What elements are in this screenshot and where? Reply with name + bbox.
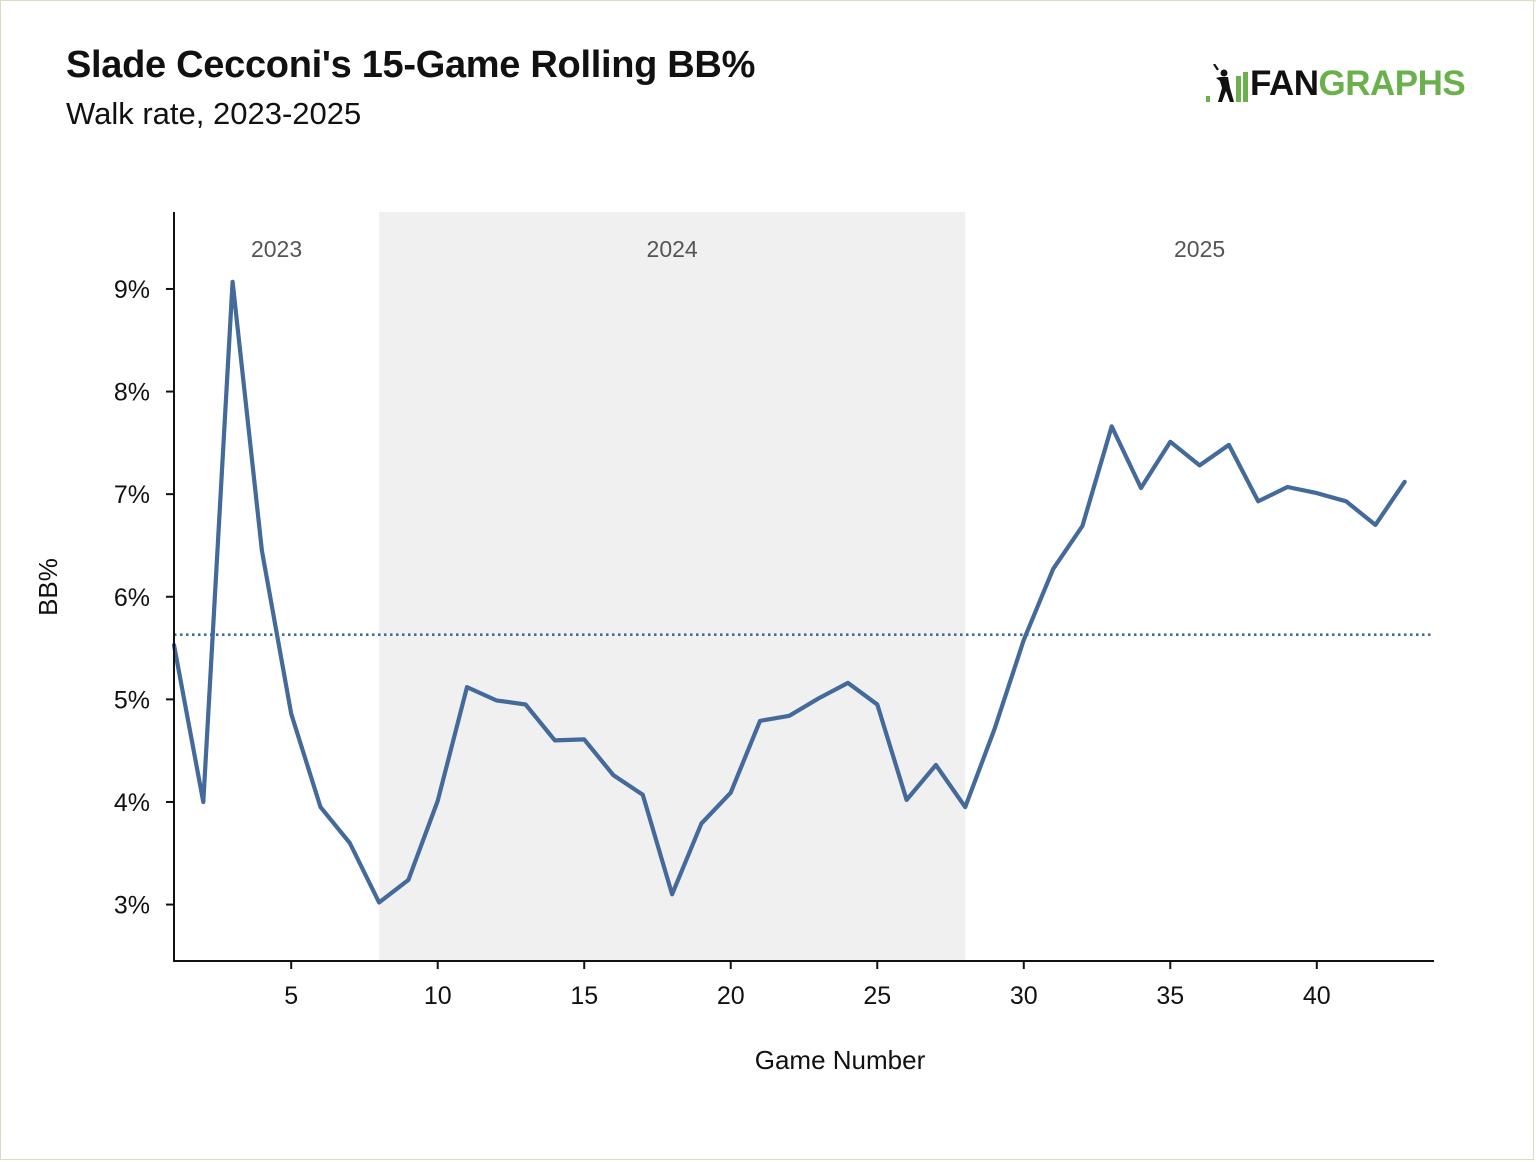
logo-text-fan: FAN (1250, 64, 1319, 103)
fangraphs-batter-icon (1206, 64, 1248, 102)
chart-title: Slade Cecconi's 15-Game Rolling BB% (66, 44, 756, 86)
fangraphs-logo: FANGRAPHS (1204, 62, 1466, 104)
logo-text-graphs: GRAPHS (1318, 64, 1466, 103)
chart-subtitle: Walk rate, 2023-2025 (66, 96, 362, 131)
